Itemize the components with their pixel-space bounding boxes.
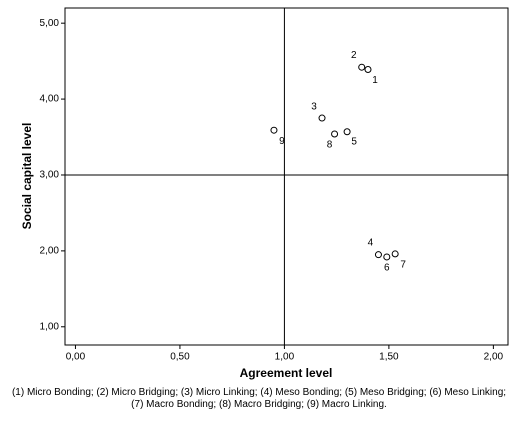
point [364, 65, 372, 73]
point-label: 8 [327, 140, 333, 151]
point-label: 9 [279, 136, 285, 147]
chart: Agreement level Social capital level 0,0… [20, 7, 509, 380]
x-tick-label: 0,50 [170, 352, 190, 363]
point-label: 2 [351, 50, 357, 61]
point [374, 251, 382, 259]
point-label: 3 [311, 102, 317, 113]
caption: (1) Micro Bonding; (2) Micro Bridging; (… [11, 387, 507, 410]
point-label: 4 [368, 237, 374, 248]
point [358, 63, 366, 71]
point [270, 126, 278, 134]
point [383, 253, 391, 261]
point [391, 250, 399, 258]
x-tick-label: 1,00 [275, 352, 295, 363]
point-label: 7 [400, 260, 406, 271]
x-tick-label: 0,00 [66, 352, 86, 363]
point [343, 128, 351, 136]
y-axis-title: Social capital level [20, 123, 34, 230]
y-tick-label: 1,00 [40, 321, 60, 332]
point [331, 130, 339, 138]
x-tick-label: 1,50 [379, 352, 399, 363]
point-label: 6 [384, 263, 390, 274]
x-axis-title: Agreement level [240, 366, 333, 380]
y-tick-label: 5,00 [40, 18, 60, 29]
y-tick-label: 4,00 [40, 94, 60, 105]
point [318, 114, 326, 122]
x-tick-label: 2,00 [484, 352, 504, 363]
y-tick-label: 2,00 [40, 246, 60, 257]
point-label: 5 [351, 136, 357, 147]
plot-frame [64, 7, 509, 346]
y-tick-label: 3,00 [40, 170, 60, 181]
point-label: 1 [372, 75, 378, 86]
